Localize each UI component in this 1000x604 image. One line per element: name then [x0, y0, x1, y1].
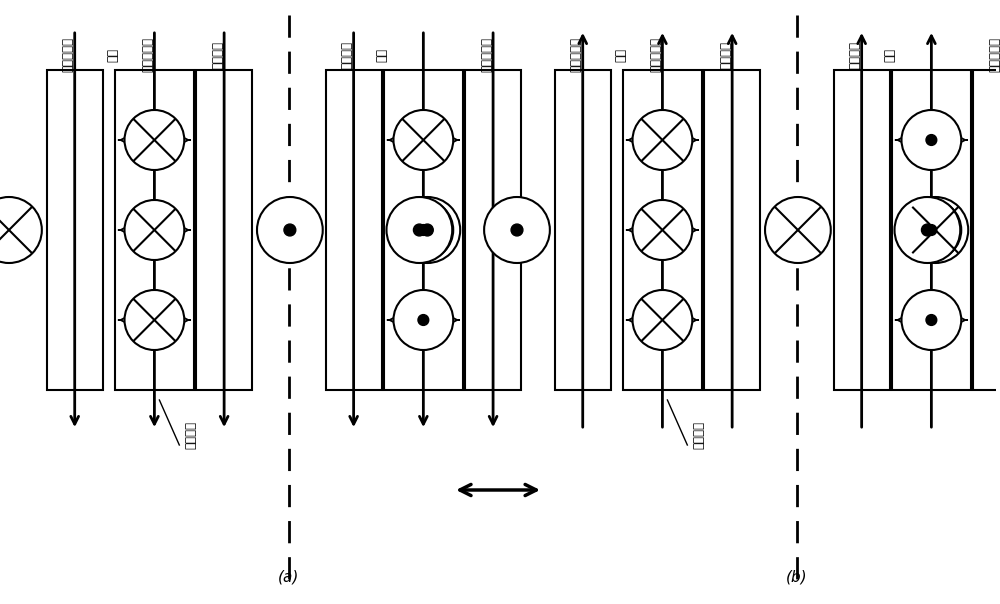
Text: 涡流方向: 涡流方向 [184, 421, 197, 449]
Circle shape [901, 110, 961, 170]
Bar [623, 70, 702, 390]
Circle shape [484, 197, 550, 263]
Circle shape [125, 290, 184, 350]
Bar [196, 70, 252, 390]
Bar [465, 70, 521, 390]
Circle shape [393, 290, 453, 350]
Text: (a): (a) [278, 570, 300, 585]
Text: 电磁力方向: 电磁力方向 [141, 37, 154, 72]
Bar [555, 70, 611, 390]
Circle shape [418, 225, 429, 236]
Circle shape [926, 225, 937, 236]
Bar [47, 70, 103, 390]
Circle shape [921, 224, 933, 236]
Bar [326, 70, 382, 390]
Text: 涡流方向: 涡流方向 [692, 421, 705, 449]
Bar [704, 70, 760, 390]
Bar [973, 70, 1000, 390]
Text: 背景场线圈: 背景场线圈 [570, 37, 583, 72]
Text: 环件: 环件 [107, 48, 120, 62]
Circle shape [895, 197, 960, 263]
Circle shape [633, 290, 692, 350]
Circle shape [125, 200, 184, 260]
Circle shape [386, 197, 452, 263]
Bar [892, 70, 971, 390]
Text: 背景场线圈: 背景场线圈 [988, 37, 1000, 72]
Text: 电磁力方向: 电磁力方向 [649, 37, 662, 72]
Circle shape [902, 197, 968, 263]
Circle shape [926, 315, 937, 326]
Circle shape [511, 224, 523, 236]
Circle shape [418, 315, 429, 326]
Circle shape [394, 197, 460, 263]
Circle shape [633, 110, 692, 170]
Circle shape [0, 197, 42, 263]
Text: 环件: 环件 [375, 48, 388, 62]
Circle shape [393, 200, 453, 260]
Circle shape [901, 200, 961, 260]
Text: 驱动线圈: 驱动线圈 [211, 41, 224, 69]
Text: 驱动线圈: 驱动线圈 [719, 41, 732, 69]
Text: 背景场线圈: 背景场线圈 [62, 37, 75, 72]
Text: 环件: 环件 [615, 48, 628, 62]
Circle shape [393, 110, 453, 170]
Text: (b): (b) [786, 570, 808, 585]
Circle shape [284, 224, 296, 236]
Text: 驱动线圈: 驱动线圈 [849, 41, 862, 69]
Bar [384, 70, 463, 390]
Text: 环件: 环件 [884, 48, 897, 62]
Circle shape [125, 110, 184, 170]
Bar [834, 70, 890, 390]
Circle shape [633, 200, 692, 260]
Circle shape [257, 197, 323, 263]
Text: 背景场线圈: 背景场线圈 [480, 37, 493, 72]
Circle shape [926, 135, 937, 146]
Text: 驱动线圈: 驱动线圈 [341, 41, 354, 69]
Circle shape [901, 290, 961, 350]
Bar [115, 70, 194, 390]
Circle shape [413, 224, 425, 236]
Circle shape [421, 224, 433, 236]
Circle shape [765, 197, 831, 263]
